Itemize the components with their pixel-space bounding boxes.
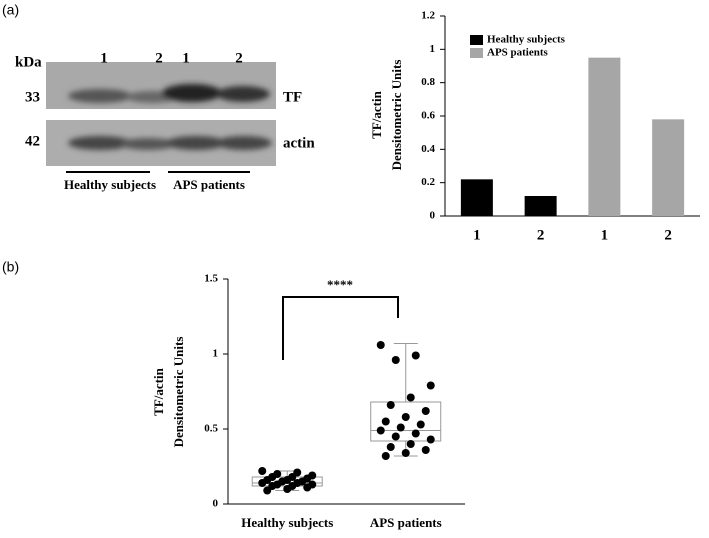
x-tick-label: 1 — [601, 227, 609, 243]
y-tick-label: 0 — [430, 210, 436, 222]
y-tick-label: 1.2 — [421, 10, 435, 22]
x-tick-label: 2 — [537, 227, 545, 243]
y-tick-label: 0.8 — [421, 76, 435, 88]
group-label: APS patients — [173, 177, 245, 192]
point — [411, 351, 420, 360]
y-tick-label: 1 — [430, 43, 436, 55]
bar — [652, 119, 685, 216]
point — [401, 413, 410, 421]
annotation: **** — [327, 277, 353, 292]
legend-swatch — [470, 48, 483, 58]
point — [391, 432, 400, 441]
point — [426, 381, 435, 390]
group-label: Healthy subjects — [64, 177, 156, 192]
marker-label: 33 — [25, 89, 40, 105]
marker-label: 42 — [25, 133, 40, 149]
legend-label: Healthy subjects — [487, 34, 566, 46]
panel-label: (a) — [2, 2, 19, 18]
y-axis-label: TF/actin — [369, 90, 384, 138]
point — [376, 426, 385, 435]
y-axis-label: TF/actin — [151, 367, 166, 415]
point — [396, 423, 405, 432]
panel-label: (b) — [2, 259, 19, 275]
point — [258, 479, 267, 487]
point — [376, 341, 385, 349]
y-tick-label: 0.4 — [421, 143, 435, 155]
protein-label: TF — [283, 89, 302, 105]
significance-bracket — [282, 296, 399, 360]
bands — [68, 84, 272, 150]
point — [386, 401, 395, 409]
x-tick-label: Healthy subjects — [241, 515, 333, 530]
lane-label: 1 — [100, 50, 108, 66]
legend-swatch — [470, 35, 483, 45]
box — [370, 401, 442, 442]
bar — [460, 179, 493, 216]
point — [303, 483, 312, 492]
point — [426, 435, 435, 444]
y-tick-label: 1.5 — [204, 273, 218, 285]
y-tick-label: 1 — [213, 348, 219, 360]
x-tick-label: 1 — [473, 227, 481, 243]
y-axis-label: Densitometric Units — [389, 60, 404, 171]
bar — [524, 196, 557, 216]
x-tick-label: APS patients — [370, 515, 442, 530]
lane-label: 2 — [155, 50, 163, 66]
y-tick-label: 0.5 — [204, 423, 218, 435]
unit-label: kDa — [15, 54, 42, 70]
protein-label: actin — [283, 135, 315, 151]
y-axis-label: Densitometric Units — [171, 337, 186, 448]
y-tick-label: 0 — [213, 498, 219, 510]
legend-label: APS patients — [487, 47, 549, 59]
lane-label: 1 — [182, 50, 190, 66]
y-tick-label: 0.2 — [421, 176, 435, 188]
point — [401, 449, 410, 457]
point — [421, 446, 430, 454]
x-tick-label: 2 — [664, 227, 672, 243]
point — [406, 393, 415, 402]
blot — [46, 62, 276, 173]
point — [416, 420, 425, 429]
point — [386, 443, 395, 451]
point — [381, 417, 390, 426]
point — [411, 429, 420, 438]
lane-label: 2 — [235, 50, 243, 66]
point — [406, 440, 415, 448]
point — [391, 356, 400, 364]
point — [263, 486, 272, 495]
point — [421, 407, 430, 415]
point — [258, 467, 267, 475]
y-tick-label: 0.6 — [421, 110, 435, 122]
bar — [588, 57, 621, 216]
point — [283, 485, 292, 493]
point — [381, 452, 390, 460]
